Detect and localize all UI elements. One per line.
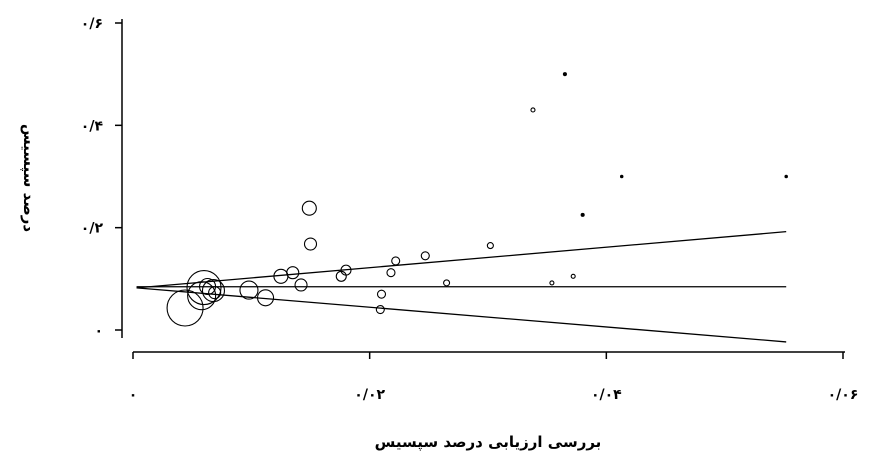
data-point <box>375 304 385 315</box>
axes: ۰ ۰/۰۲ ۰/۰۴ ۰/۰۶ ۰ ۰/۲ ۰/۴ ۰/۶ <box>81 16 859 403</box>
data-point <box>186 269 222 306</box>
reference-line-lower <box>136 287 787 343</box>
y-tick-label: ۰/۴ <box>81 118 104 134</box>
data-point <box>376 289 387 299</box>
data-point <box>187 281 217 311</box>
data-point <box>294 278 308 292</box>
data-point <box>208 286 222 300</box>
data-point <box>391 256 401 266</box>
data-point <box>562 72 567 77</box>
y-tick-label: ۰/۶ <box>81 16 103 32</box>
data-point <box>784 174 788 179</box>
data-point <box>303 237 318 251</box>
data-point <box>201 279 226 303</box>
x-tick-label: ۰/۰۶ <box>828 387 859 403</box>
reference-line-upper <box>136 231 787 289</box>
data-point <box>486 242 494 250</box>
data-point <box>580 212 585 217</box>
data-point <box>386 268 396 278</box>
x-tick-label: ۰/۰۲ <box>354 387 385 403</box>
data-point <box>619 174 624 179</box>
data-point <box>549 280 555 286</box>
data-point <box>530 107 536 113</box>
data-point <box>570 273 576 279</box>
data-points <box>166 72 788 327</box>
data-point <box>286 266 300 280</box>
data-point <box>166 289 204 327</box>
data-point <box>301 200 317 216</box>
x-tick-label: ۰/۰۴ <box>591 387 622 403</box>
reference-lines <box>136 231 787 343</box>
data-point <box>239 280 259 300</box>
x-axis-title: بررسی ارزیابی درصد سپسیس <box>375 433 602 452</box>
y-tick-label: ۰ <box>94 323 103 339</box>
data-point <box>340 264 352 276</box>
y-axis-title: درصد سپسیس <box>19 124 38 232</box>
data-point <box>443 279 451 287</box>
y-tick-label: ۰/۲ <box>81 221 104 237</box>
data-point <box>420 251 430 261</box>
data-point <box>256 289 275 307</box>
x-tick-label: ۰ <box>129 387 138 403</box>
